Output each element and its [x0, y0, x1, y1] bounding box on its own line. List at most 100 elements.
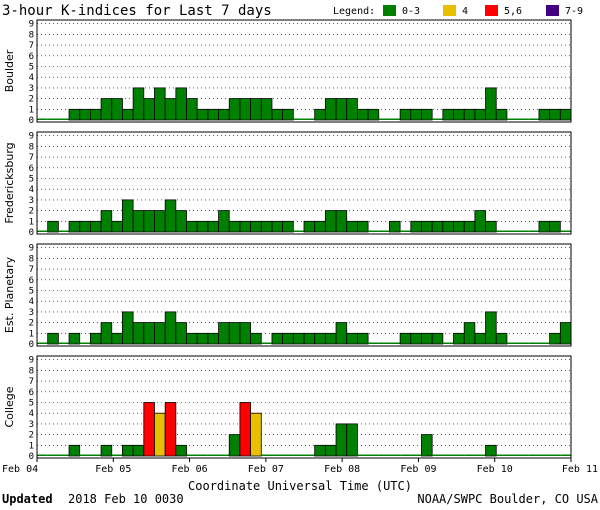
x-tick-label: Feb 10 [477, 464, 513, 475]
bar [282, 220, 294, 233]
bar [453, 108, 465, 121]
bar [356, 220, 369, 233]
bar [560, 230, 571, 232]
bar [186, 332, 198, 345]
bar [293, 454, 304, 456]
bar [485, 87, 497, 121]
bar [122, 444, 134, 457]
bar [111, 220, 123, 233]
panel-label: Fredericksburg [3, 142, 16, 223]
bar [207, 332, 219, 345]
bar [559, 322, 572, 345]
y-tick-label: 3 [29, 196, 34, 206]
y-tick-label: 4 [29, 297, 34, 307]
y-tick-label: 1 [29, 329, 34, 339]
bar [506, 342, 518, 344]
y-tick-label: 8 [29, 30, 34, 40]
bar [207, 220, 219, 233]
bar [196, 108, 209, 121]
y-tick-label: 4 [29, 185, 34, 195]
bar [218, 108, 230, 121]
bar [47, 454, 59, 456]
bar [356, 108, 369, 121]
bar [474, 108, 486, 121]
bar [303, 220, 316, 233]
bar [132, 322, 145, 345]
panel-frame [36, 355, 572, 459]
bar [164, 199, 177, 233]
bar [314, 220, 326, 233]
bar [154, 322, 166, 345]
x-axis: Feb 04 Feb 05 Feb 06 Feb 07 Feb 08 Feb 09 Feb … [2, 458, 598, 475]
bar [271, 220, 284, 233]
bar [549, 332, 561, 345]
y-tick-label: 6 [29, 388, 34, 398]
y-tick-label: 9 [29, 20, 34, 30]
bar [122, 199, 134, 233]
bar [485, 444, 497, 457]
y-tick-label: 4 [29, 409, 34, 419]
bar [453, 220, 465, 233]
x-axis-label: Coordinate Universal Time (UTC) [188, 479, 412, 493]
bar [58, 230, 70, 232]
bar [463, 108, 476, 121]
updated-label: Updated [2, 492, 53, 506]
bar [90, 454, 102, 456]
bar [292, 332, 305, 345]
bar [37, 118, 48, 120]
bar [378, 230, 390, 232]
y-tick-label: 8 [29, 254, 34, 264]
bar [100, 210, 113, 233]
bar [431, 220, 444, 233]
bar [389, 454, 401, 456]
bar [79, 108, 91, 121]
bar [111, 454, 123, 456]
bar [346, 423, 358, 457]
bar [90, 108, 102, 121]
chart-title: 3-hour K-indices for Last 7 days [2, 3, 272, 19]
bar [495, 332, 508, 345]
bar [368, 342, 379, 344]
legend-swatch-1 [443, 5, 456, 16]
credit-text: NOAA/SWPC Boulder, CO USA [417, 492, 598, 506]
bar [143, 210, 155, 233]
bar [68, 332, 81, 345]
y-tick-label: 7 [29, 41, 34, 51]
bar [517, 230, 529, 232]
bar [47, 118, 59, 120]
bar [506, 230, 518, 232]
bar [271, 332, 284, 345]
panels: 0123456789Boulder0123456789Fredericksbur… [3, 19, 572, 462]
y-tick-label: 2 [29, 207, 34, 217]
bar [442, 454, 454, 456]
bar [314, 332, 326, 345]
bar [410, 332, 422, 345]
bar [175, 210, 187, 233]
bar [464, 454, 475, 456]
bar [378, 342, 390, 344]
x-tick-label: Feb 04 [2, 464, 38, 475]
bar [186, 98, 198, 121]
y-tick-label: 1 [29, 217, 34, 227]
bar [90, 332, 102, 345]
bar [271, 108, 284, 121]
x-tick-label: Feb 11 [562, 464, 598, 475]
bar [528, 454, 539, 456]
bar [346, 98, 358, 121]
bar [506, 454, 518, 456]
bar [293, 230, 304, 232]
panel-frame [36, 243, 572, 347]
bar [324, 332, 337, 345]
panel-label: Boulder [3, 49, 16, 92]
bar [58, 118, 70, 120]
bar [517, 342, 529, 344]
legend-swatch-0 [383, 5, 396, 16]
bar [324, 98, 337, 121]
bar [47, 220, 59, 233]
y-tick-label: 6 [29, 276, 34, 286]
y-tick-label: 8 [29, 142, 34, 152]
bar [111, 98, 123, 121]
